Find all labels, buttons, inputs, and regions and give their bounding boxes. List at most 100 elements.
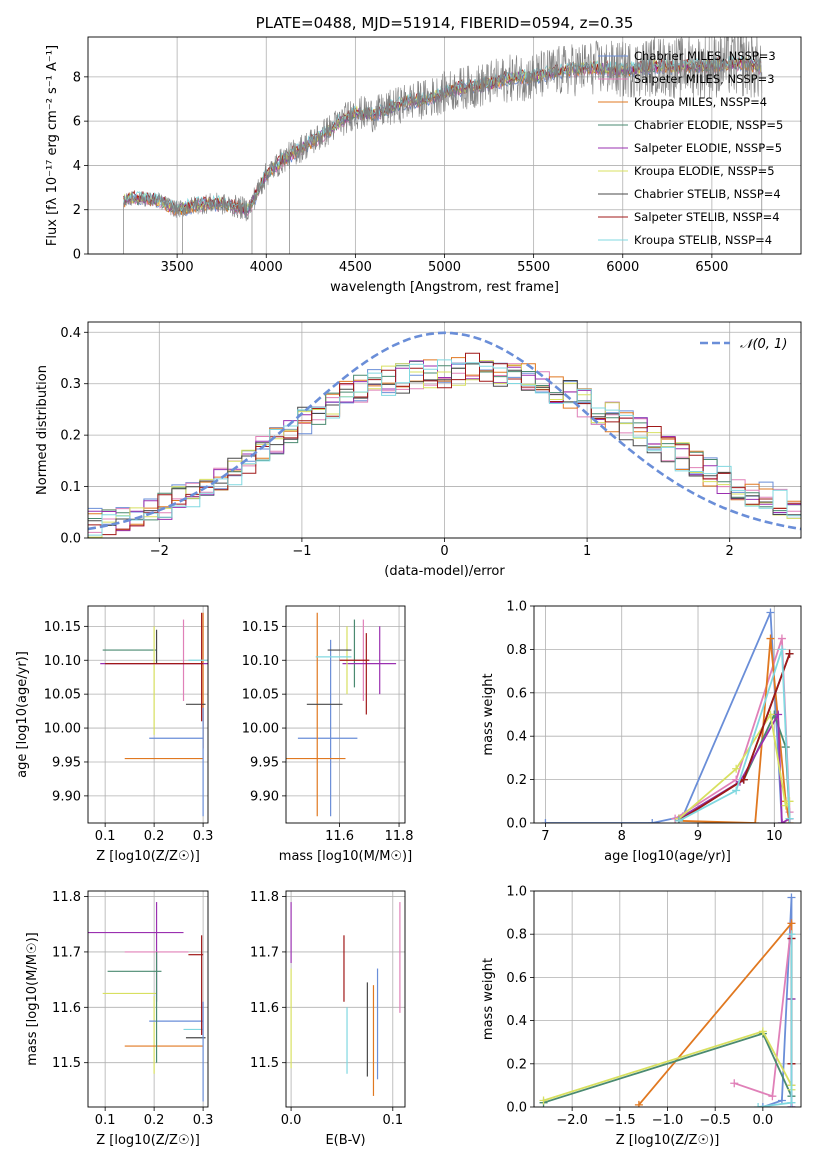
axes-frame [87, 36, 802, 255]
x-tick-label: −1 [292, 544, 311, 559]
chart-z-weight: −2.0 −1.5 −1.0 −0.5 0.0 0.0 0.2 0.4 0.6 0.8 1.0 Z [… [481, 885, 802, 1148]
y-tick-label: 0.4 [506, 1014, 527, 1029]
x-tick-label: 0.2 [144, 1113, 165, 1128]
x-tick-label: −1.0 [652, 1113, 684, 1128]
x-axis-label: mass [log10(M/M☉)] [279, 849, 412, 864]
y-tick-label: 0.3 [60, 377, 81, 392]
y-tick-label: 10.10 [242, 654, 279, 669]
y-axis-label: age [log10(age/yr)] [15, 651, 30, 778]
x-axis-label: wavelength [Angstrom, rest frame] [330, 280, 559, 295]
axes-frame [285, 605, 406, 824]
weight-marker-kroupa_stelib [754, 1103, 763, 1107]
axes-frame [87, 605, 209, 824]
y-tick-label: 2 [73, 203, 81, 218]
data-layer [123, 37, 763, 254]
legend-label: 𝒩(0, 1) [740, 337, 787, 352]
x-tick-label: 0.1 [382, 1113, 403, 1128]
y-tick-label: 0.6 [506, 971, 527, 986]
chart-title: PLATE=0488, MJD=51914, FIBERID=0594, z=0… [256, 14, 634, 32]
y-tick-label: 0.2 [60, 429, 81, 444]
y-axis-label: mass weight [481, 958, 496, 1040]
y-tick-label: 0.0 [506, 1101, 527, 1116]
x-tick-label: −1.5 [604, 1113, 636, 1128]
x-tick-label: 5000 [428, 260, 461, 275]
weight-marker-chabrier_miles [758, 1103, 767, 1107]
x-tick-label: 5500 [517, 260, 550, 275]
y-tick-label: 10.05 [242, 688, 279, 703]
x-tick-label: 0.2 [144, 829, 165, 844]
weight-marker-chabrier_miles [766, 608, 775, 617]
observed-spectrum [123, 37, 763, 222]
weight-marker-kroupa_stelib [785, 814, 794, 823]
weight-marker-kroupa_elodie [732, 764, 741, 773]
y-tick-label: 0.1 [60, 480, 81, 495]
y-tick-label: 10.05 [44, 688, 81, 703]
x-tick-label: 4000 [250, 260, 283, 275]
weight-marker-chabrier_miles [648, 819, 657, 823]
y-tick-label: 0.8 [506, 928, 527, 943]
chart-residuals: −2 −1 0 1 2 0.0 0.1 0.2 0.3 0.4 𝒩(0, 1) (data-model… [35, 321, 802, 579]
weight-marker-kroupa_stelib [732, 786, 741, 795]
y-tick-label: 6 [73, 115, 81, 130]
plot-area [286, 891, 405, 1107]
legend-label: Kroupa MILES, NSSP=4 [634, 95, 767, 109]
weight-marker-salpeter_miles [777, 634, 786, 643]
y-axis-label: Normed distribution [35, 365, 50, 495]
y-axis-label: mass weight [481, 673, 496, 755]
histogram-kroupa_elodie [88, 360, 801, 538]
histogram-chabrier_stelib [88, 361, 801, 526]
data-layer [100, 612, 208, 817]
y-tick-label: 0.8 [506, 643, 527, 658]
y-tick-label: 0.4 [506, 730, 527, 745]
y-tick-label: 11.7 [250, 945, 279, 960]
x-axis-label: (data-model)/error [384, 564, 505, 579]
weight-line-kroupa_stelib [678, 649, 791, 822]
y-tick-label: 10.10 [44, 654, 81, 669]
plot-area [88, 606, 208, 823]
weight-marker-kroupa_miles [766, 634, 775, 643]
data-layer [286, 612, 397, 817]
x-tick-label: 1 [583, 544, 591, 559]
x-axis-label: E(B-V) [325, 1133, 365, 1148]
weight-marker-salpeter_miles [730, 1079, 739, 1088]
y-tick-label: 1.0 [506, 600, 527, 615]
legend-label: Salpeter MILES, NSSP=3 [634, 72, 775, 86]
x-tick-label: 6500 [695, 260, 728, 275]
x-tick-label: −2.0 [556, 1113, 588, 1128]
weight-marker-kroupa_stelib [787, 1098, 796, 1107]
legend-label: Kroupa ELODIE, NSSP=5 [634, 164, 775, 178]
chart-mass-age: 11.6 11.8 9.90 9.95 10.00 10.05 10.10 10.15 mass… [242, 605, 414, 864]
y-tick-label: 4 [73, 159, 81, 174]
x-tick-label: 4500 [339, 260, 372, 275]
y-tick-label: 8 [73, 70, 81, 85]
axes-frame [285, 890, 406, 1108]
histogram-kroupa_miles [88, 357, 801, 531]
x-tick-label: 6000 [606, 260, 639, 275]
y-tick-label: 11.6 [52, 1001, 81, 1016]
x-tick-label: 9 [694, 829, 702, 844]
y-tick-label: 11.8 [250, 890, 279, 905]
y-tick-label: 0.0 [60, 532, 81, 547]
y-tick-label: 10.15 [44, 620, 81, 635]
histogram-kroupa_stelib [88, 359, 801, 536]
x-tick-label: 0.0 [753, 1113, 774, 1128]
axes-frame [533, 605, 802, 824]
weight-marker-kroupa_elodie [539, 1096, 548, 1105]
weight-marker-kroupa_stelib [787, 930, 796, 939]
plot-area [286, 606, 405, 823]
chart-spectrum: 3500 4000 4500 5000 5500 6000 6500 0 2 4 6 8 Chabrie… [45, 14, 802, 295]
y-tick-label: 9.95 [250, 755, 279, 770]
legend-label: Salpeter ELODIE, NSSP=5 [634, 141, 782, 155]
x-tick-label: 2 [726, 544, 734, 559]
y-tick-label: 11.8 [52, 890, 81, 905]
data-layer [539, 893, 796, 1107]
legend-label: Salpeter STELIB, NSSP=4 [634, 210, 780, 224]
x-tick-label: 0.3 [193, 1113, 214, 1128]
gaussian-curve [88, 331, 801, 531]
y-tick-label: 11.5 [250, 1056, 279, 1071]
weight-marker-kroupa_miles [787, 919, 796, 928]
y-tick-label: 10.00 [44, 722, 81, 737]
y-tick-label: 9.95 [52, 755, 81, 770]
y-tick-label: 0.2 [506, 1057, 527, 1072]
